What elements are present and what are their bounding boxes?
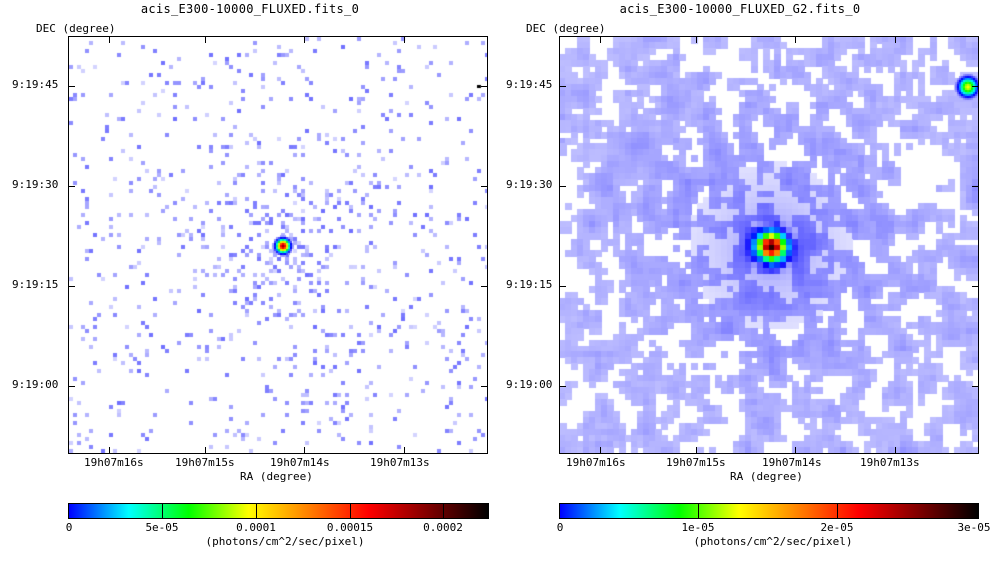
fits-image-viewer[interactable] — [68, 36, 488, 454]
dec-tick-label: 9:19:00 — [12, 378, 59, 391]
panel-title: acis_E300-10000_FLUXED.fits_0 — [140, 2, 360, 16]
tick-mark — [560, 86, 566, 87]
colorbar-divider — [443, 504, 444, 518]
tick-mark — [69, 186, 75, 187]
tick-mark — [481, 286, 487, 287]
tick-mark — [600, 447, 601, 453]
tick-mark — [972, 286, 978, 287]
tick-mark — [481, 386, 487, 387]
ra-tick-label: 19h07m16s — [566, 456, 626, 469]
fits-image-viewer[interactable] — [559, 36, 979, 454]
tick-mark — [205, 447, 206, 453]
colorbar — [68, 503, 489, 519]
colorbar-tick: 1e-05 — [681, 521, 715, 534]
colorbar-tick: 3e-05 — [957, 521, 991, 534]
dec-tick-label: 9:19:45 — [12, 78, 59, 91]
tick-mark — [69, 286, 75, 287]
dec-tick-label: 9:19:30 — [12, 178, 59, 191]
colorbar-divider — [350, 504, 351, 518]
tick-mark — [560, 286, 566, 287]
colorbar-unit-label: (photons/cm^2/sec/pixel) — [205, 535, 365, 548]
tick-mark — [895, 447, 896, 453]
fits-image-canvas[interactable] — [560, 37, 978, 453]
tick-mark — [696, 447, 697, 453]
tick-mark — [895, 37, 896, 43]
colorbar-divider — [837, 504, 838, 518]
dec-tick-label: 9:19:15 — [12, 278, 59, 291]
left-panel: acis_E300-10000_FLUXED.fits_0 DEC (degre… — [12, 2, 489, 548]
colorbar-tick: 0 — [556, 521, 564, 534]
tick-mark — [304, 37, 305, 43]
tick-mark — [560, 186, 566, 187]
ra-tick-label: 19h07m15s — [175, 456, 235, 469]
colorbar-gradient — [69, 504, 488, 518]
tick-mark — [481, 186, 487, 187]
tick-mark — [109, 37, 110, 43]
colorbar-tick: 2e-05 — [820, 521, 854, 534]
tick-mark — [109, 447, 110, 453]
dec-tick-label: 9:19:15 — [506, 278, 553, 291]
tick-mark — [795, 37, 796, 43]
colorbar-gradient — [560, 504, 978, 518]
colorbar-tick: 0 — [65, 521, 73, 534]
tick-mark — [696, 37, 697, 43]
dec-axis-label: DEC (degree) — [36, 22, 116, 35]
tick-mark — [304, 447, 305, 453]
ra-axis-label: RA (degree) — [730, 470, 803, 483]
colorbar-tick: 5e-05 — [145, 521, 179, 534]
tick-mark — [972, 186, 978, 187]
colorbar — [559, 503, 979, 519]
dec-tick-label: 9:19:45 — [506, 78, 553, 91]
ra-axis-label: RA (degree) — [240, 470, 313, 483]
colorbar-tick: 0.00015 — [326, 521, 374, 534]
tick-mark — [600, 37, 601, 43]
right-panel: acis_E300-10000_FLUXED_G2.fits_0 DEC (de… — [490, 0, 991, 572]
tick-mark — [972, 86, 978, 87]
ra-tick-label: 19h07m14s — [270, 456, 330, 469]
colorbar-tick: 0.0002 — [423, 521, 463, 534]
ra-tick-label: 19h07m15s — [666, 456, 726, 469]
ra-tick-label: 19h07m13s — [860, 456, 920, 469]
colorbar-divider — [698, 504, 699, 518]
fits-image-canvas[interactable] — [69, 37, 487, 453]
tick-mark — [481, 86, 487, 87]
ra-tick-label: 19h07m13s — [370, 456, 430, 469]
tick-mark — [560, 386, 566, 387]
dec-tick-label: 9:19:00 — [506, 378, 553, 391]
ra-tick-label: 19h07m14s — [762, 456, 822, 469]
tick-mark — [404, 447, 405, 453]
ra-tick-label: 19h07m16s — [84, 456, 144, 469]
tick-mark — [795, 447, 796, 453]
colorbar-tick: 0.0001 — [236, 521, 276, 534]
colorbar-unit-label: (photons/cm^2/sec/pixel) — [693, 535, 853, 548]
tick-mark — [69, 386, 75, 387]
dec-axis-label: DEC (degree) — [526, 22, 606, 35]
tick-mark — [205, 37, 206, 43]
tick-mark — [69, 86, 75, 87]
tick-mark — [404, 37, 405, 43]
tick-mark — [972, 386, 978, 387]
panel-title: acis_E300-10000_FLUXED_G2.fits_0 — [619, 2, 861, 16]
dec-tick-label: 9:19:30 — [506, 178, 553, 191]
colorbar-divider — [256, 504, 257, 518]
colorbar-divider — [162, 504, 163, 518]
